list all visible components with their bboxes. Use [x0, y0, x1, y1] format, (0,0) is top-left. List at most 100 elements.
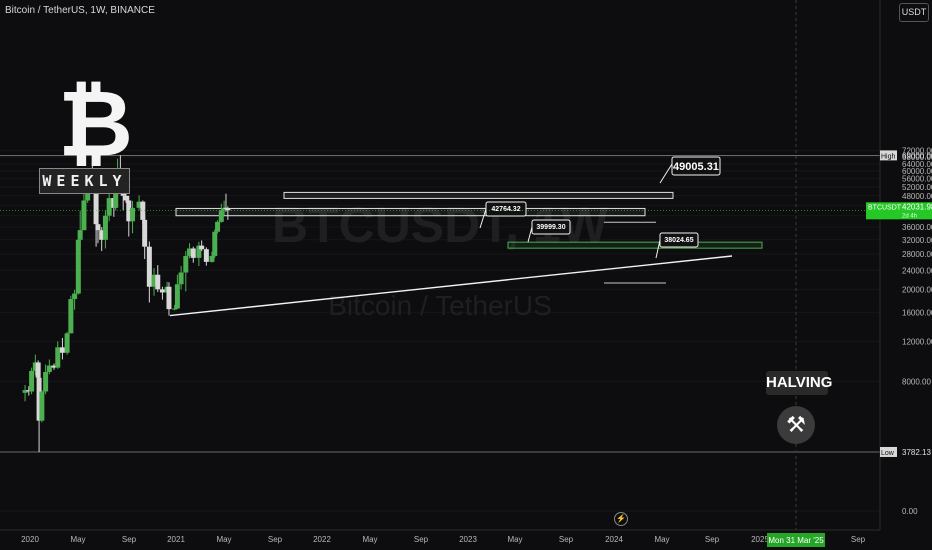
y-tick-label: 0.00: [902, 507, 918, 516]
candle-body: [102, 215, 108, 240]
candle-body: [75, 239, 81, 294]
x-axis: 2020 May Sep 2021 May Sep 2022 May Sep 2023 May Sep…: [0, 529, 880, 547]
x-tick-label: Sep: [414, 535, 429, 544]
x-tick-label: May: [507, 535, 522, 544]
high-tag-label: High: [881, 153, 896, 160]
candle-body: [81, 200, 87, 231]
callout-42764-leader: [479, 208, 487, 229]
y-tick-label: 32000.00: [902, 236, 932, 245]
low-tag-label: Low: [881, 450, 895, 457]
y-tick-label: 60000.00: [902, 167, 932, 176]
candle-body: [130, 207, 136, 222]
symbol-title: Bitcoin / TetherUS, 1W, BINANCE: [5, 5, 155, 16]
callout-39999-label: 39999.30: [536, 224, 565, 231]
candle-body: [199, 245, 205, 250]
callout-42764-box: [485, 201, 527, 217]
x-tick-label: Sep: [268, 535, 283, 544]
callout-49005-label: 49005.31: [673, 161, 719, 173]
y-tick-label: 28000.00: [902, 250, 932, 259]
callout-38024-box: [659, 232, 699, 248]
candle-body: [166, 286, 172, 310]
tradingview-logo-icon[interactable]: ⚡: [614, 512, 628, 526]
candle-body: [183, 255, 189, 273]
y-tick-label: 24000.00: [902, 266, 932, 275]
candle-body: [221, 207, 227, 211]
candle-body: [35, 362, 41, 378]
y-tick-label: 72000.00: [902, 147, 932, 156]
candle-body: [99, 230, 105, 240]
x-tick-label: Sep: [705, 535, 720, 544]
candle-body: [77, 230, 83, 240]
candle-body: [106, 198, 112, 216]
x-tick-label: 2022: [313, 535, 331, 544]
y-tick-label: 16000.00: [902, 308, 932, 317]
halving-label: HALVING: [766, 371, 832, 395]
callout-49005-box: [671, 156, 721, 176]
candle-body: [218, 210, 224, 222]
candle-body: [46, 365, 52, 373]
callout-49005-leader: [659, 163, 673, 184]
weekly-badge: WEEKLY: [39, 168, 130, 194]
x-tick-label: 2021: [167, 535, 185, 544]
candle-body: [123, 195, 129, 201]
candle-body: [196, 245, 202, 258]
candle-body: [51, 365, 57, 368]
candle-body: [174, 284, 180, 309]
candle-body: [136, 201, 142, 208]
zones-layer: [175, 191, 763, 249]
candle-body: [209, 255, 215, 262]
zone-support: [507, 241, 763, 249]
callout-42764-label: 42764.32: [491, 206, 520, 213]
candle-body: [126, 200, 132, 222]
low-value: 3782.13: [902, 448, 931, 457]
candle-body: [95, 224, 101, 231]
candle-body: [26, 390, 32, 392]
x-tick-label: Sep: [851, 535, 866, 544]
candle-body: [39, 391, 45, 421]
callout-39999-leader: [527, 226, 533, 243]
candle-body: [178, 272, 184, 285]
high-tag: [880, 150, 897, 161]
high-value: 69000.00: [902, 151, 932, 160]
candle-body: [93, 184, 99, 225]
y-tick-label: 8000.00: [902, 377, 931, 386]
crosshair-date-label: Mon 31 Mar '25: [768, 536, 824, 545]
x-tick-label: 2025: [751, 535, 769, 544]
x-tick-label: 2020: [21, 535, 39, 544]
candle-body: [68, 299, 74, 334]
candle-body: [172, 308, 178, 310]
candle-body: [159, 289, 165, 293]
candle-body: [151, 274, 157, 287]
x-tick-label: May: [216, 535, 231, 544]
trendline: [169, 255, 733, 317]
candle-body: [203, 249, 209, 262]
candle-body: [72, 293, 78, 300]
last-price-symbol: BTCUSDT: [868, 204, 902, 211]
x-tick-label: 2024: [605, 535, 623, 544]
y-tick-label: 68000.00: [902, 153, 932, 162]
candle-body: [223, 207, 229, 209]
zone-resistance-middle: [175, 207, 646, 217]
y-tick-label: 48000.00: [902, 192, 932, 201]
pickaxe-icon: ⚒: [777, 406, 815, 444]
candle-body: [190, 248, 196, 258]
candles-layer: [22, 155, 231, 452]
candle-body: [36, 377, 42, 421]
currency-button[interactable]: USDT: [899, 3, 929, 22]
x-tick-label: Sep: [122, 535, 137, 544]
crosshair-date-tag: [767, 533, 825, 547]
last-price-countdown: 2d 4h: [902, 213, 917, 219]
callout-38024-leader: [655, 239, 661, 259]
candle-body: [55, 347, 61, 368]
zone-resistance-upper: [283, 191, 674, 199]
candle-body: [155, 274, 161, 290]
y-tick-label: 56000.00: [902, 175, 932, 184]
y-axis-panel: [880, 0, 932, 550]
y-tick-label: 12000.00: [902, 337, 932, 346]
y-tick-label: 64000.00: [902, 160, 932, 169]
candle-body: [187, 248, 193, 256]
candle-body: [215, 221, 221, 232]
low-tag: [880, 446, 897, 457]
